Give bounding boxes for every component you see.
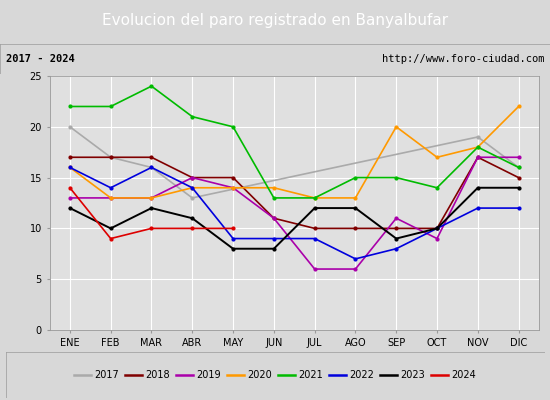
Text: 2017 - 2024: 2017 - 2024	[6, 54, 74, 64]
Text: http://www.foro-ciudad.com: http://www.foro-ciudad.com	[382, 54, 544, 64]
Text: Evolucion del paro registrado en Banyalbufar: Evolucion del paro registrado en Banyalb…	[102, 14, 448, 28]
Legend: 2017, 2018, 2019, 2020, 2021, 2022, 2023, 2024: 2017, 2018, 2019, 2020, 2021, 2022, 2023…	[71, 367, 479, 383]
